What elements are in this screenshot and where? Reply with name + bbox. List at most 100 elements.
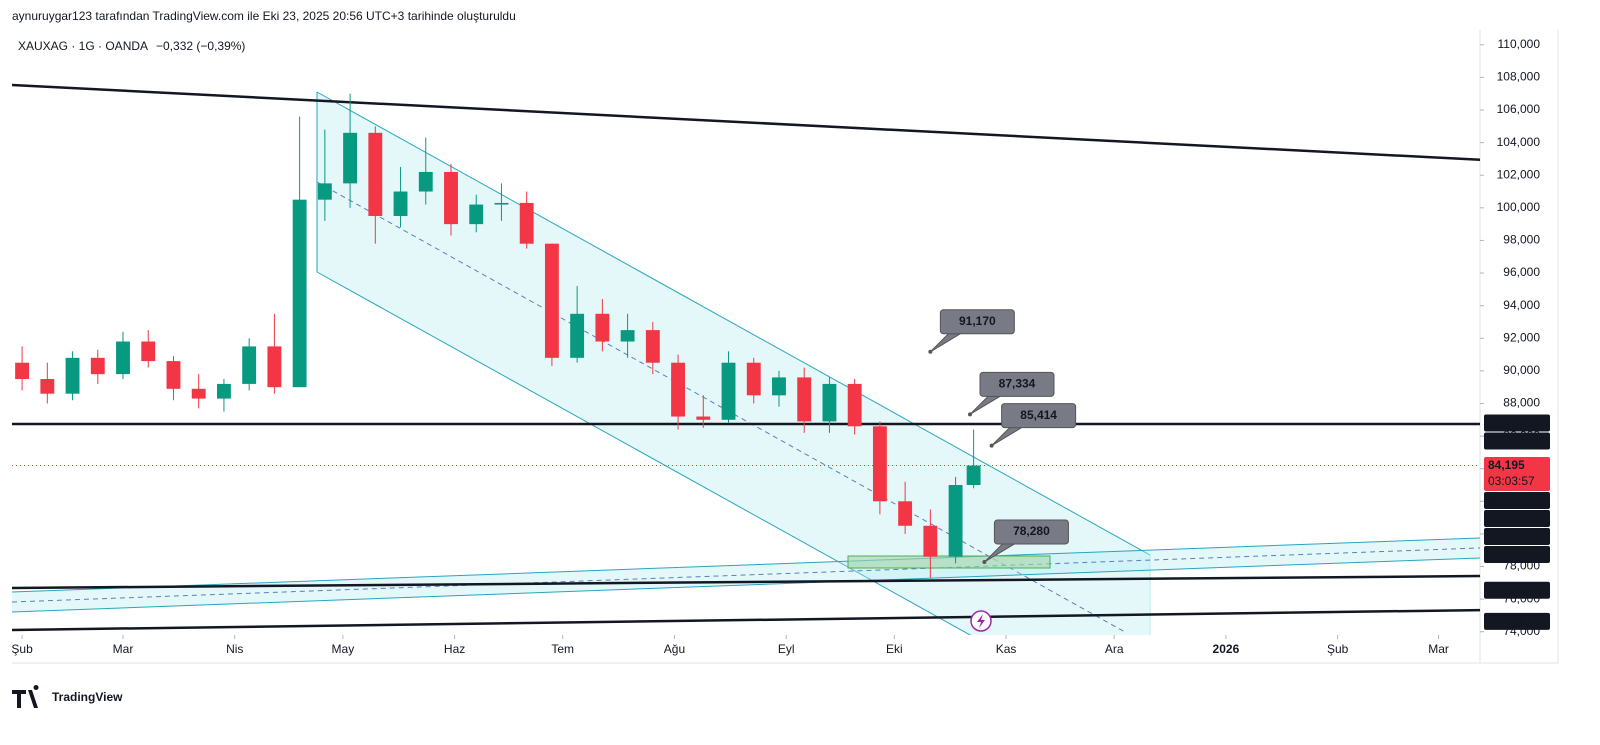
candle-body bbox=[141, 341, 156, 362]
x-tick-label: Kas bbox=[996, 642, 1017, 656]
channel-mid bbox=[12, 547, 1480, 603]
annotation-label: 78,280 bbox=[1013, 524, 1050, 538]
candle-body bbox=[696, 416, 711, 420]
brand: TradingView bbox=[52, 690, 123, 704]
price-label-box bbox=[1484, 546, 1550, 564]
price-label: 83,120 bbox=[1488, 511, 1525, 525]
candle-body bbox=[544, 243, 559, 358]
price-label-box bbox=[1484, 581, 1550, 599]
candle-body bbox=[872, 426, 887, 502]
candle-body bbox=[90, 357, 105, 375]
y-tick-label: 108,000 bbox=[1497, 70, 1541, 84]
candle-body bbox=[671, 362, 685, 417]
event-icon bbox=[977, 614, 985, 628]
candle-body bbox=[822, 383, 837, 422]
candle-body bbox=[343, 132, 358, 184]
candle-body bbox=[292, 199, 307, 388]
channel-line bbox=[12, 537, 1480, 593]
trend-line bbox=[12, 83, 1480, 161]
x-tick-label: Şub bbox=[11, 642, 33, 656]
channel-fill bbox=[12, 537, 1480, 612]
candle-body bbox=[368, 132, 383, 216]
y-tick-label: 92,000 bbox=[1503, 330, 1540, 344]
y-tick-label: 102,000 bbox=[1497, 167, 1541, 181]
candle-body bbox=[191, 388, 206, 399]
price-label: 79,297 bbox=[1488, 547, 1525, 561]
annotation-label: 87,334 bbox=[999, 377, 1036, 391]
candle-body bbox=[519, 202, 534, 244]
price-label-box bbox=[1484, 432, 1550, 450]
y-tick-label: 96,000 bbox=[1503, 265, 1540, 279]
y-tick-label: 88,000 bbox=[1503, 396, 1540, 410]
candle-body bbox=[966, 465, 981, 485]
candle-body bbox=[65, 357, 80, 394]
annotation-box bbox=[1001, 403, 1077, 429]
candle-body bbox=[797, 377, 812, 422]
candle-body bbox=[317, 183, 332, 200]
x-tick-label: Haz bbox=[444, 642, 465, 656]
channel-line bbox=[316, 271, 972, 635]
candle-body bbox=[469, 204, 484, 225]
price-label: 76,542 bbox=[1488, 583, 1525, 597]
price-label-box bbox=[1484, 528, 1550, 546]
x-tick-label: 2026 bbox=[1213, 642, 1240, 656]
y-tick-label: 106,000 bbox=[1497, 102, 1541, 116]
price-label: 84,195 bbox=[1488, 458, 1525, 472]
x-tick-label: Mar bbox=[1428, 642, 1449, 656]
price-label: 86,803 bbox=[1488, 416, 1525, 430]
annotation-box bbox=[979, 371, 1055, 397]
price-label-box bbox=[1484, 414, 1550, 432]
zone bbox=[847, 555, 1051, 569]
candle-body bbox=[898, 501, 913, 526]
change: −0,332 (−0,39%) bbox=[156, 39, 245, 53]
countdown: 03:03:57 bbox=[1488, 474, 1535, 488]
candle-body bbox=[444, 171, 458, 225]
y-tick-label: 104,000 bbox=[1497, 135, 1541, 149]
y-tick-label: 98,000 bbox=[1503, 233, 1540, 247]
trend-line bbox=[12, 608, 1480, 632]
caption: aynuruygar123 tarafından TradingView.com… bbox=[12, 9, 516, 23]
price-label-box bbox=[1484, 612, 1550, 630]
candle-body bbox=[166, 361, 181, 389]
price-label: 86,698 bbox=[1488, 434, 1525, 448]
price-label-box bbox=[1484, 457, 1550, 492]
trend-line bbox=[12, 574, 1480, 590]
candle-body bbox=[393, 191, 408, 216]
y-tick-label: 100,000 bbox=[1497, 200, 1541, 214]
annotation-box bbox=[939, 309, 1015, 335]
candle-body bbox=[116, 341, 130, 375]
annotation-label: 91,170 bbox=[959, 314, 996, 328]
candle-body bbox=[847, 383, 862, 427]
candle-body bbox=[570, 313, 585, 358]
candle-body bbox=[772, 377, 786, 396]
price-label-box bbox=[1484, 492, 1550, 510]
brand-logo bbox=[12, 685, 39, 708]
channel-mid bbox=[316, 181, 1126, 633]
candle-body bbox=[267, 346, 282, 388]
price-label-box bbox=[1484, 510, 1550, 528]
overlay: 91,170 87,334 85,414 78,280 bbox=[12, 309, 1480, 564]
candle-body bbox=[15, 362, 30, 380]
y-tick-label: 94,000 bbox=[1503, 298, 1540, 312]
symbol: XAUXAG · 1G · OANDA bbox=[18, 39, 148, 53]
x-tick-label: Tem bbox=[551, 642, 574, 656]
candle-body bbox=[595, 313, 610, 342]
x-tick-label: Ara bbox=[1105, 642, 1124, 656]
candle-body bbox=[645, 330, 660, 363]
price-label: 80,718 bbox=[1488, 529, 1525, 543]
candle-body bbox=[40, 379, 55, 394]
price-label: 83,120 bbox=[1488, 493, 1525, 507]
x-tick-label: Ağu bbox=[664, 642, 685, 656]
x-tick-label: Mar bbox=[113, 642, 134, 656]
channel-line bbox=[12, 557, 1480, 613]
y-tick-label: 90,000 bbox=[1503, 363, 1540, 377]
candle-body bbox=[948, 485, 963, 557]
candle-body bbox=[216, 383, 231, 399]
candle-body bbox=[242, 346, 257, 384]
x-tick-label: Eki bbox=[886, 642, 903, 656]
x-tick-label: Eyl bbox=[778, 642, 795, 656]
y-tick-label: 110,000 bbox=[1498, 37, 1541, 51]
candle-body bbox=[418, 171, 433, 192]
annotation-label: 85,414 bbox=[1020, 408, 1057, 422]
